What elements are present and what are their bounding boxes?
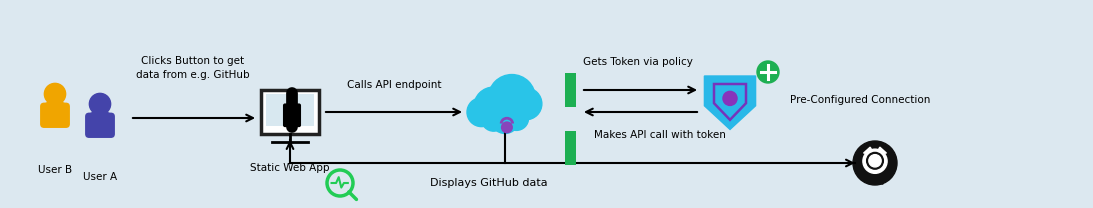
- Text: Calls API endpoint: Calls API endpoint: [346, 80, 442, 90]
- Circle shape: [510, 88, 542, 120]
- FancyBboxPatch shape: [283, 103, 301, 127]
- Circle shape: [862, 149, 888, 173]
- Circle shape: [45, 83, 66, 105]
- Circle shape: [474, 87, 514, 127]
- FancyBboxPatch shape: [85, 113, 115, 138]
- Circle shape: [481, 107, 506, 131]
- Polygon shape: [704, 76, 755, 129]
- Circle shape: [467, 98, 496, 127]
- Circle shape: [491, 105, 519, 134]
- Circle shape: [757, 61, 779, 83]
- Circle shape: [287, 96, 296, 105]
- Text: Pre-Configured Connection: Pre-Configured Connection: [790, 95, 930, 105]
- Circle shape: [853, 141, 897, 185]
- Circle shape: [90, 93, 110, 115]
- Circle shape: [502, 122, 513, 133]
- Text: User A: User A: [83, 172, 117, 182]
- Text: User B: User B: [38, 165, 72, 175]
- Text: Static Web App: Static Web App: [250, 163, 330, 173]
- Polygon shape: [863, 147, 874, 154]
- Circle shape: [722, 91, 737, 105]
- Text: Gets Token via policy: Gets Token via policy: [583, 57, 693, 67]
- Circle shape: [869, 155, 881, 167]
- Text: Displays GitHub data: Displays GitHub data: [430, 178, 548, 188]
- Text: Clicks Button to get
data from e.g. GitHub: Clicks Button to get data from e.g. GitH…: [137, 56, 250, 80]
- FancyBboxPatch shape: [564, 73, 576, 107]
- Circle shape: [504, 106, 529, 130]
- FancyBboxPatch shape: [40, 103, 70, 128]
- Text: Makes API call with token: Makes API call with token: [595, 130, 726, 140]
- Circle shape: [867, 152, 883, 169]
- Polygon shape: [877, 147, 886, 154]
- FancyBboxPatch shape: [261, 90, 319, 134]
- FancyBboxPatch shape: [267, 94, 314, 126]
- Circle shape: [489, 74, 536, 122]
- FancyBboxPatch shape: [564, 131, 576, 165]
- Ellipse shape: [44, 101, 67, 112]
- Ellipse shape: [89, 111, 111, 122]
